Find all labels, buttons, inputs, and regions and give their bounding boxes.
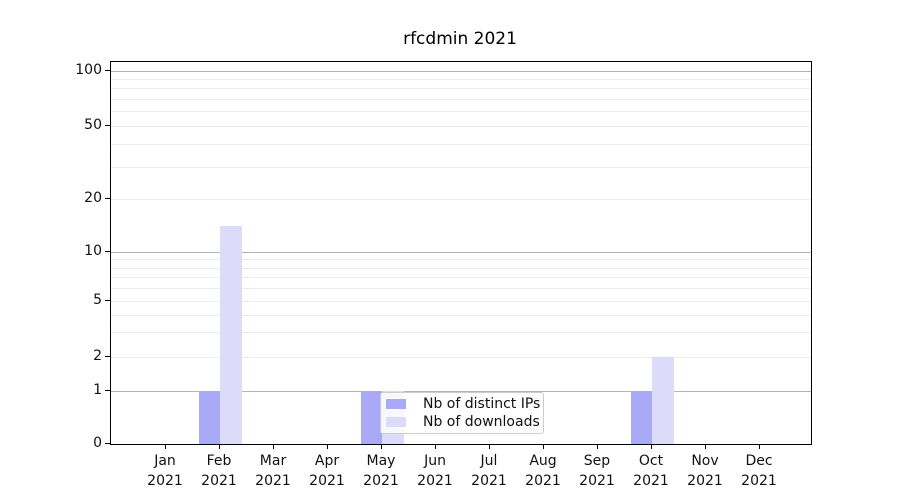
x-tick-label: Apr 2021 [309, 453, 345, 489]
x-tick-mark [327, 444, 328, 449]
y-minor-gridline [111, 332, 811, 334]
plot-area [110, 61, 812, 445]
y-minor-gridline [111, 267, 811, 269]
y-tick-mark [105, 198, 110, 199]
bar-nb-of-downloads-oct [652, 357, 674, 444]
bar-nb-of-distinct-ips-may [360, 390, 382, 444]
y-tick-mark [105, 300, 110, 301]
y-tick-label: 100 [75, 61, 102, 78]
x-tick-label: Nov 2021 [687, 453, 723, 489]
y-major-gridline [111, 70, 811, 72]
y-tick-label: 5 [93, 292, 102, 308]
y-minor-gridline [111, 126, 811, 127]
legend-label-distinct-ips: Nb of distinct IPs [423, 396, 541, 412]
legend-label-downloads: Nb of downloads [423, 414, 540, 430]
y-minor-gridline [111, 88, 811, 90]
y-minor-gridline [111, 143, 811, 145]
bar-nb-of-distinct-ips-feb [198, 390, 220, 444]
x-tick-mark [651, 444, 652, 449]
x-tick-label: Feb 2021 [201, 453, 237, 489]
legend-item-distinct-ips: Nb of distinct IPs [386, 396, 543, 412]
y-tick-label: 50 [84, 117, 102, 133]
x-tick-label: Jan 2021 [147, 453, 183, 489]
bar-nb-of-distinct-ips-oct [630, 390, 652, 444]
y-tick-mark [105, 69, 110, 71]
y-tick-mark [105, 251, 110, 252]
legend-swatch-distinct-ips [386, 399, 406, 409]
y-tick-mark [105, 125, 110, 126]
legend: Nb of distinct IPs Nb of downloads [380, 392, 544, 434]
x-tick-mark [435, 444, 436, 449]
x-tick-mark [381, 444, 382, 449]
y-minor-gridline [111, 166, 811, 168]
x-tick-mark [705, 444, 706, 449]
y-minor-gridline [111, 111, 811, 113]
y-minor-gridline [111, 78, 811, 80]
x-tick-label: Dec 2021 [741, 453, 777, 489]
y-tick-label: 2 [93, 348, 102, 364]
y-minor-gridline [111, 199, 811, 200]
y-minor-gridline [111, 314, 811, 316]
x-tick-label: May 2021 [363, 453, 399, 489]
x-tick-label: Jun 2021 [417, 453, 453, 489]
x-tick-mark [273, 444, 274, 449]
y-tick-label: 1 [93, 381, 102, 398]
x-tick-mark [219, 444, 220, 449]
y-minor-gridline [111, 259, 811, 261]
x-tick-label: Sep 2021 [579, 453, 615, 489]
y-tick-mark [105, 389, 110, 391]
legend-swatch-downloads [386, 417, 406, 427]
y-tick-label: 0 [93, 435, 102, 451]
y-major-gridline [111, 252, 811, 253]
chart-title: rfcdmin 2021 [403, 29, 517, 49]
x-tick-label: Mar 2021 [255, 453, 291, 489]
y-minor-gridline [111, 288, 811, 290]
x-tick-mark [489, 444, 490, 449]
y-major-gridline [111, 390, 811, 392]
x-tick-mark [759, 444, 760, 449]
y-tick-label: 20 [84, 190, 102, 206]
y-minor-gridline [111, 99, 811, 101]
y-tick-label: 10 [84, 243, 102, 259]
x-tick-label: Aug 2021 [525, 453, 561, 489]
y-minor-gridline [111, 357, 811, 358]
x-tick-label: Oct 2021 [633, 453, 669, 489]
legend-item-downloads: Nb of downloads [386, 414, 543, 430]
y-minor-gridline [111, 301, 811, 302]
y-tick-mark [105, 443, 110, 444]
x-tick-mark [597, 444, 598, 449]
x-tick-mark [543, 444, 544, 449]
x-tick-mark [165, 444, 166, 449]
y-minor-gridline [111, 277, 811, 279]
y-tick-mark [105, 356, 110, 357]
bar-nb-of-downloads-feb [220, 226, 242, 444]
x-tick-label: Jul 2021 [471, 453, 507, 489]
